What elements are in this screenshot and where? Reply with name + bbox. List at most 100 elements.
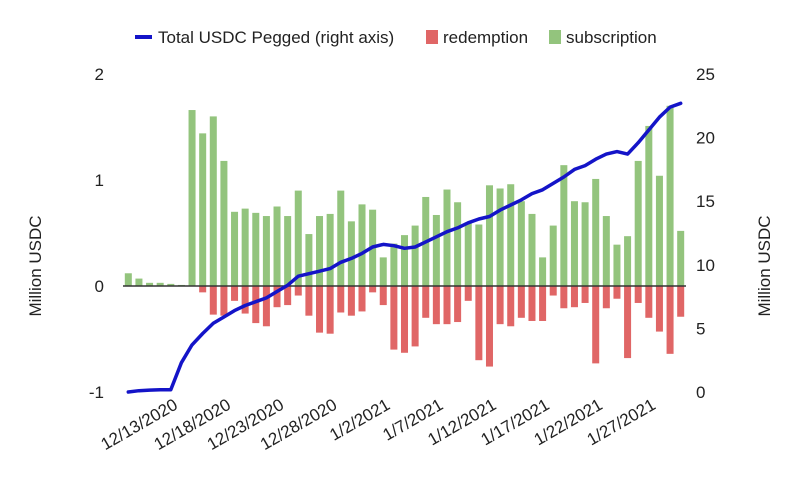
bar-redemption-1-27-2021 bbox=[645, 286, 653, 318]
bar-redemption-1-24-2021 bbox=[613, 286, 621, 299]
bar-redemption-12-31-2020 bbox=[358, 286, 366, 312]
legend-label-redemption: redemption bbox=[443, 28, 528, 47]
legend: Total USDC Pegged (right axis) redemptio… bbox=[135, 28, 657, 47]
bar-redemption-12-16-2020 bbox=[199, 286, 207, 293]
bar-redemption-12-28-2020 bbox=[326, 286, 334, 334]
bar-subscription-1-12-2021 bbox=[485, 185, 493, 286]
bar-redemption-1-28-2021 bbox=[655, 286, 663, 332]
bar-subscription-1-21-2021 bbox=[581, 202, 589, 286]
bar-redemption-12-22-2020 bbox=[262, 286, 270, 327]
bar-redemption-1-5-2021 bbox=[411, 286, 419, 347]
bar-subscription-12-23-2020 bbox=[273, 206, 281, 286]
bar-subscription-1-3-2021 bbox=[390, 243, 398, 286]
bar-redemption-1-1-2021 bbox=[369, 286, 377, 293]
right-tick-0: 0 bbox=[696, 383, 705, 402]
x-axis-ticks: 12/13/202012/18/202012/23/202012/28/2020… bbox=[98, 395, 659, 454]
left-tick-0: 0 bbox=[95, 277, 104, 296]
right-tick-10: 10 bbox=[696, 256, 715, 275]
right-axis-ticks: 0 5 10 15 20 25 bbox=[696, 65, 715, 402]
left-tick-1: -1 bbox=[89, 383, 104, 402]
bar-subscription-12-24-2020 bbox=[284, 216, 292, 286]
bar-subscription-1-17-2021 bbox=[539, 257, 547, 286]
bar-redemption-12-29-2020 bbox=[337, 286, 345, 313]
bar-redemption-12-23-2020 bbox=[273, 286, 281, 308]
bar-redemption-12-20-2020 bbox=[241, 286, 249, 314]
legend-label-total-usdc: Total USDC Pegged (right axis) bbox=[158, 28, 394, 47]
bar-subscription-12-29-2020 bbox=[337, 190, 345, 286]
bar-subscription-12-26-2020 bbox=[305, 234, 313, 286]
bar-redemption-1-6-2021 bbox=[422, 286, 430, 318]
bar-subscription-12-13-2020 bbox=[167, 283, 175, 286]
bar-subscription-1-14-2021 bbox=[507, 184, 515, 286]
bar-redemption-12-21-2020 bbox=[252, 286, 260, 324]
bar-subscription-12-17-2020 bbox=[209, 116, 217, 287]
bar-redemption-1-9-2021 bbox=[454, 286, 462, 323]
x-tick-1-2-2021: 1/2/2021 bbox=[326, 395, 393, 445]
bar-subscription-1-16-2021 bbox=[528, 213, 536, 286]
bar-redemption-12-25-2020 bbox=[294, 286, 302, 296]
bar-redemption-1-12-2021 bbox=[485, 286, 493, 367]
bar-redemption-1-14-2021 bbox=[507, 286, 515, 327]
bar-redemption-1-10-2021 bbox=[464, 286, 472, 301]
bar-redemption-12-27-2020 bbox=[316, 286, 324, 333]
bar-subscription-1-5-2021 bbox=[411, 225, 419, 286]
bars bbox=[124, 105, 685, 367]
left-axis-ticks: -1 0 1 2 bbox=[89, 65, 104, 402]
bar-redemption-1-25-2021 bbox=[624, 286, 632, 359]
bar-subscription-1-29-2021 bbox=[666, 105, 674, 286]
right-tick-25: 25 bbox=[696, 65, 715, 84]
bar-subscription-12-25-2020 bbox=[294, 190, 302, 286]
bar-redemption-1-8-2021 bbox=[443, 286, 451, 325]
bar-subscription-1-13-2021 bbox=[496, 188, 504, 286]
bar-redemption-12-24-2020 bbox=[284, 286, 292, 306]
bar-subscription-1-26-2021 bbox=[634, 160, 642, 286]
bar-redemption-1-18-2021 bbox=[549, 286, 557, 296]
bar-redemption-1-7-2021 bbox=[432, 286, 440, 325]
bar-redemption-1-17-2021 bbox=[539, 286, 547, 321]
bar-subscription-12-28-2020 bbox=[326, 213, 334, 286]
right-axis-title: Million USDC bbox=[755, 215, 774, 316]
bar-redemption-12-18-2020 bbox=[220, 286, 228, 316]
legend-swatch-subscription bbox=[549, 30, 561, 44]
bar-redemption-1-29-2021 bbox=[666, 286, 674, 354]
bar-redemption-1-23-2021 bbox=[602, 286, 610, 309]
bar-redemption-12-26-2020 bbox=[305, 286, 313, 316]
bar-redemption-1-16-2021 bbox=[528, 286, 536, 321]
right-tick-5: 5 bbox=[696, 319, 705, 338]
bar-subscription-12-30-2020 bbox=[347, 221, 355, 286]
right-tick-15: 15 bbox=[696, 192, 715, 211]
bar-subscription-12-16-2020 bbox=[199, 133, 207, 286]
bar-subscription-1-7-2021 bbox=[432, 214, 440, 286]
bar-subscription-12-18-2020 bbox=[220, 160, 228, 286]
bar-subscription-1-27-2021 bbox=[645, 125, 653, 286]
bar-redemption-1-30-2021 bbox=[677, 286, 685, 317]
bar-subscription-12-15-2020 bbox=[188, 110, 196, 286]
bar-subscription-1-15-2021 bbox=[517, 201, 525, 286]
line-series-layer bbox=[126, 101, 683, 394]
bar-subscription-1-18-2021 bbox=[549, 225, 557, 286]
bar-redemption-12-17-2020 bbox=[209, 286, 217, 315]
left-axis-title: Million USDC bbox=[26, 215, 45, 316]
bar-subscription-12-19-2020 bbox=[231, 211, 239, 286]
bar-subscription-12-21-2020 bbox=[252, 212, 260, 286]
bar-redemption-1-11-2021 bbox=[475, 286, 483, 361]
bar-redemption-12-19-2020 bbox=[231, 286, 239, 301]
bar-redemption-1-21-2021 bbox=[581, 286, 589, 303]
bar-redemption-1-15-2021 bbox=[517, 286, 525, 318]
bar-subscription-1-24-2021 bbox=[613, 244, 621, 286]
bar-subscription-1-22-2021 bbox=[592, 178, 600, 286]
right-tick-20: 20 bbox=[696, 129, 715, 148]
bar-subscription-1-2-2021 bbox=[379, 257, 387, 286]
bar-subscription-1-23-2021 bbox=[602, 216, 610, 286]
left-tick-2: 2 bbox=[95, 65, 104, 84]
legend-label-subscription: subscription bbox=[566, 28, 657, 47]
line-total-usdc-pegged-right-axis bbox=[126, 101, 683, 394]
bar-redemption-1-22-2021 bbox=[592, 286, 600, 364]
bar-subscription-12-10-2020 bbox=[135, 278, 143, 286]
bar-subscription-12-22-2020 bbox=[262, 216, 270, 286]
bar-subscription-1-4-2021 bbox=[400, 235, 409, 286]
bar-subscription-12-9-2020 bbox=[124, 273, 132, 286]
bar-subscription-12-12-2020 bbox=[156, 282, 164, 286]
bar-subscription-12-31-2020 bbox=[358, 204, 366, 286]
